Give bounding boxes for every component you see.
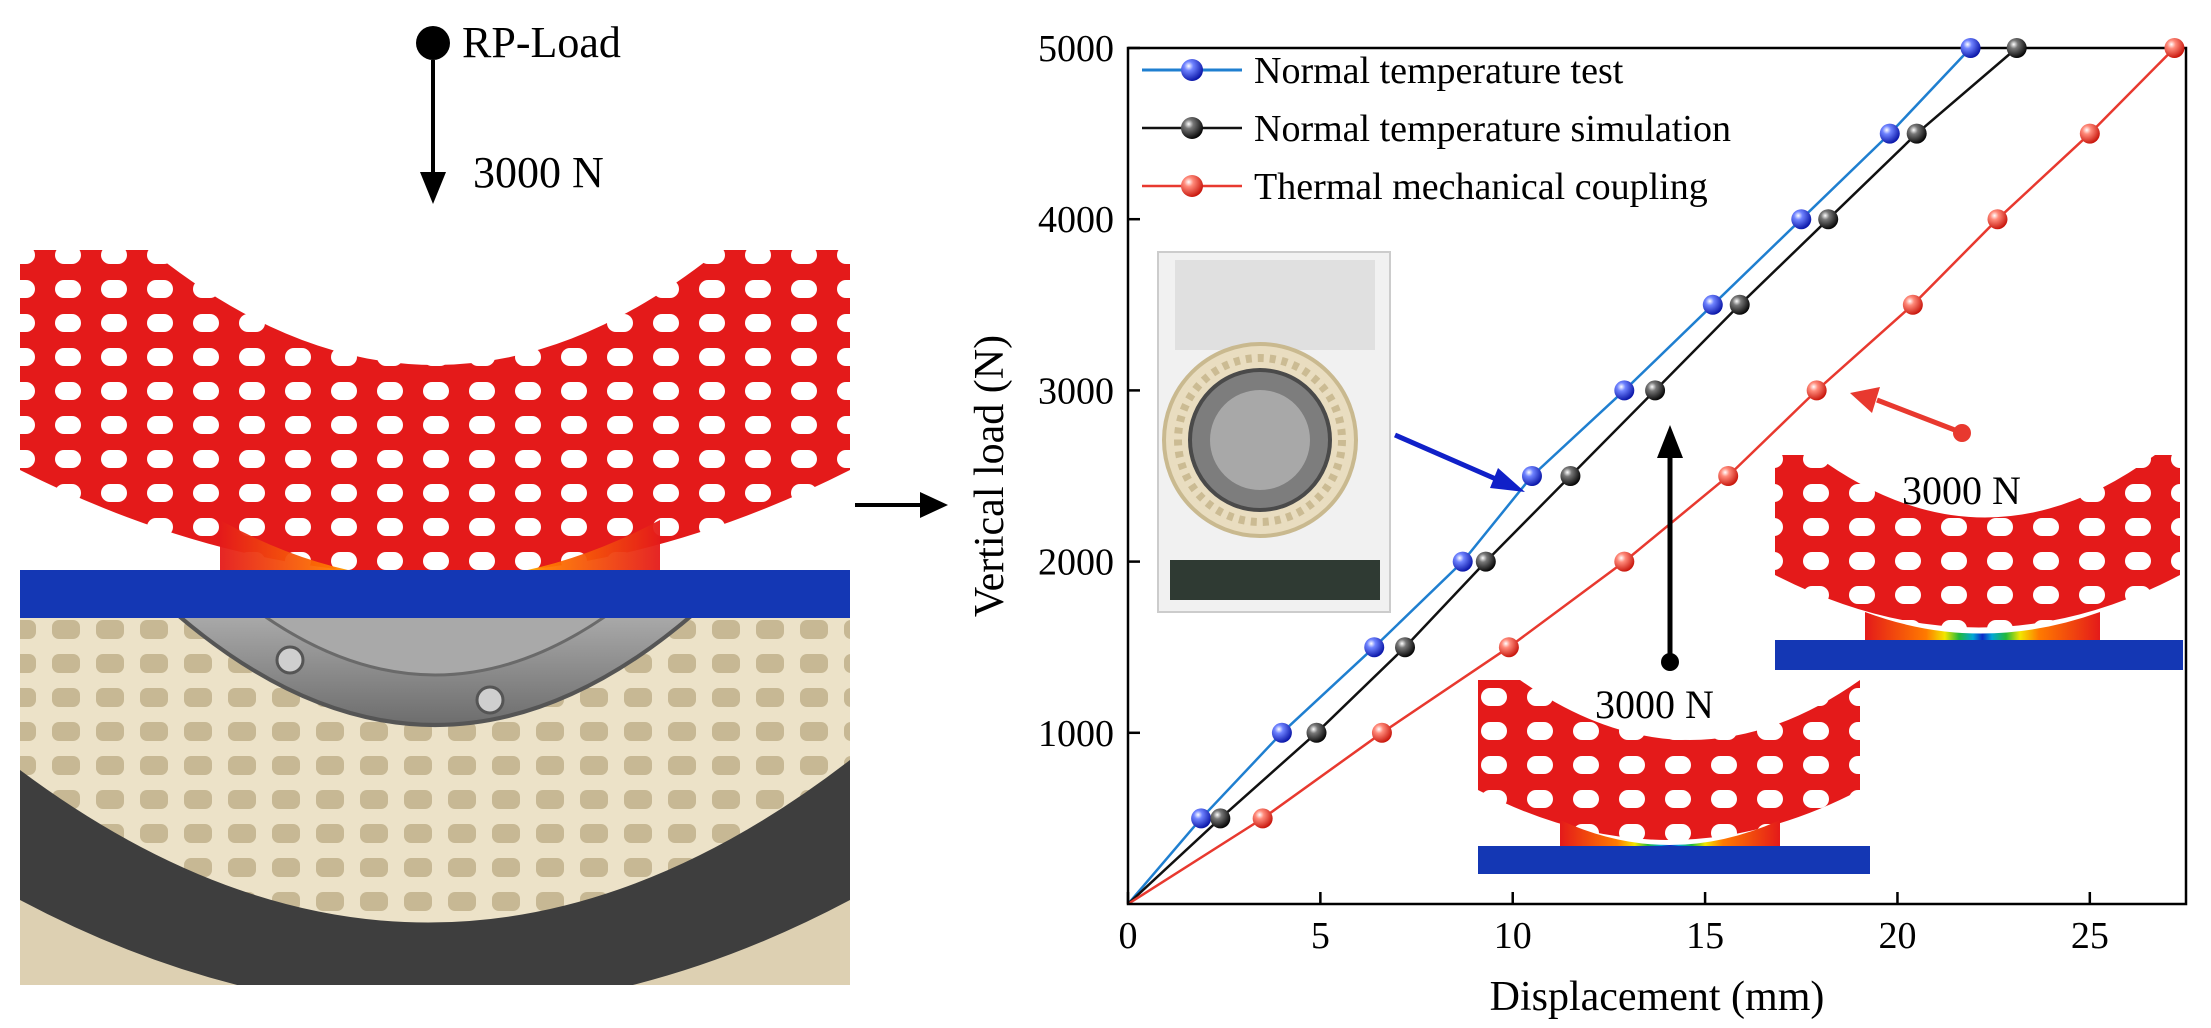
hub-bolt bbox=[275, 645, 305, 675]
axis-ticks: 0 5 10 15 20 25 1000 2000 3000 4000 5000 bbox=[1038, 28, 2109, 957]
panel-link-arrow bbox=[855, 492, 948, 518]
data-point-simulation bbox=[1306, 722, 1327, 743]
legend: Normal temperature test Normal temperatu… bbox=[1142, 50, 1731, 208]
x-tick-label: 20 bbox=[1878, 915, 1916, 957]
simulation-annotation-label: 3000 N bbox=[1595, 682, 1714, 727]
legend-entry-simulation: Normal temperature simulation bbox=[1142, 108, 1731, 150]
thermal-annotation-arrow bbox=[1850, 387, 1971, 442]
data-point-test bbox=[1191, 808, 1212, 829]
legend-label-test: Normal temperature test bbox=[1254, 50, 1624, 92]
series-markers bbox=[1191, 38, 2185, 829]
load-arrow-head bbox=[420, 172, 446, 204]
photo-pointer-arrow bbox=[1394, 432, 1525, 492]
data-point-thermal bbox=[2079, 123, 2100, 144]
x-axis-label: Displacement (mm) bbox=[1490, 974, 1825, 1020]
legend-entry-thermal: Thermal mechanical coupling bbox=[1142, 166, 1708, 208]
x-tick-label: 15 bbox=[1686, 915, 1724, 957]
data-point-test bbox=[1879, 123, 1900, 144]
data-point-simulation bbox=[1475, 551, 1496, 572]
tire-photo-and-fea bbox=[20, 250, 850, 985]
plot-frame bbox=[1126, 46, 2188, 906]
thermal-annotation-label: 3000 N bbox=[1902, 468, 2021, 513]
load-value-label: 3000 N bbox=[473, 148, 604, 197]
data-point-simulation bbox=[1560, 466, 1581, 486]
data-point-thermal bbox=[1498, 637, 1519, 658]
data-point-simulation bbox=[1906, 123, 1927, 144]
y-tick-label: 3000 bbox=[1038, 370, 1114, 412]
y-tick-label: 2000 bbox=[1038, 542, 1114, 584]
data-point-thermal bbox=[1614, 551, 1635, 572]
x-tick-label: 5 bbox=[1311, 915, 1330, 957]
data-point-simulation bbox=[1729, 294, 1750, 315]
data-point-thermal bbox=[1718, 466, 1739, 486]
data-point-test bbox=[1791, 209, 1812, 230]
y-tick-label: 4000 bbox=[1038, 199, 1114, 241]
rigid-plate bbox=[20, 570, 850, 618]
test-rig-photo-inset bbox=[1157, 251, 1391, 613]
chart: 3000 N 3000 N 0 5 10 15 20 25 1000 2000 3000 4000… bbox=[967, 28, 2188, 1020]
data-point-simulation bbox=[1818, 209, 1839, 230]
load-panel: RP-Load 3000 N bbox=[20, 18, 850, 985]
x-tick-label: 10 bbox=[1494, 915, 1532, 957]
data-point-thermal bbox=[1252, 808, 1273, 829]
fea-contact-zone bbox=[220, 520, 660, 580]
data-point-test bbox=[1271, 722, 1292, 743]
x-tick-label: 25 bbox=[2071, 915, 2109, 957]
simulation-annotation-arrow bbox=[1657, 425, 1683, 671]
data-point-test bbox=[1364, 637, 1385, 658]
hub-bolt bbox=[475, 685, 505, 715]
data-point-test bbox=[1452, 551, 1473, 572]
y-tick-label: 1000 bbox=[1038, 713, 1114, 755]
data-point-thermal bbox=[2164, 38, 2185, 58]
thermal-coupling-inset bbox=[1775, 455, 2183, 670]
data-point-test bbox=[1521, 466, 1542, 486]
data-point-simulation bbox=[1395, 637, 1416, 658]
reference-point-marker bbox=[416, 26, 450, 60]
data-point-test bbox=[1702, 294, 1723, 315]
legend-entry-test: Normal temperature test bbox=[1142, 50, 1624, 92]
fea-tire-model bbox=[20, 250, 850, 575]
y-tick-label: 5000 bbox=[1038, 28, 1114, 70]
data-point-thermal bbox=[1806, 380, 1827, 401]
legend-label-simulation: Normal temperature simulation bbox=[1254, 108, 1731, 150]
data-point-simulation bbox=[1645, 380, 1666, 401]
y-axis-label: Vertical load (N) bbox=[967, 335, 1013, 617]
data-point-thermal bbox=[1987, 209, 2008, 230]
data-point-thermal bbox=[1902, 294, 1923, 315]
tire-photo-body bbox=[20, 600, 850, 923]
data-point-simulation bbox=[1210, 808, 1231, 829]
data-point-simulation bbox=[2006, 38, 2027, 58]
normal-temperature-simulation-inset bbox=[1478, 680, 1870, 874]
data-point-thermal bbox=[1371, 722, 1392, 743]
data-point-test bbox=[1960, 38, 1981, 58]
x-tick-label: 0 bbox=[1119, 915, 1138, 957]
reference-point-label: RP-Load bbox=[462, 18, 621, 67]
legend-label-thermal: Thermal mechanical coupling bbox=[1254, 166, 1708, 208]
data-point-test bbox=[1614, 380, 1635, 401]
